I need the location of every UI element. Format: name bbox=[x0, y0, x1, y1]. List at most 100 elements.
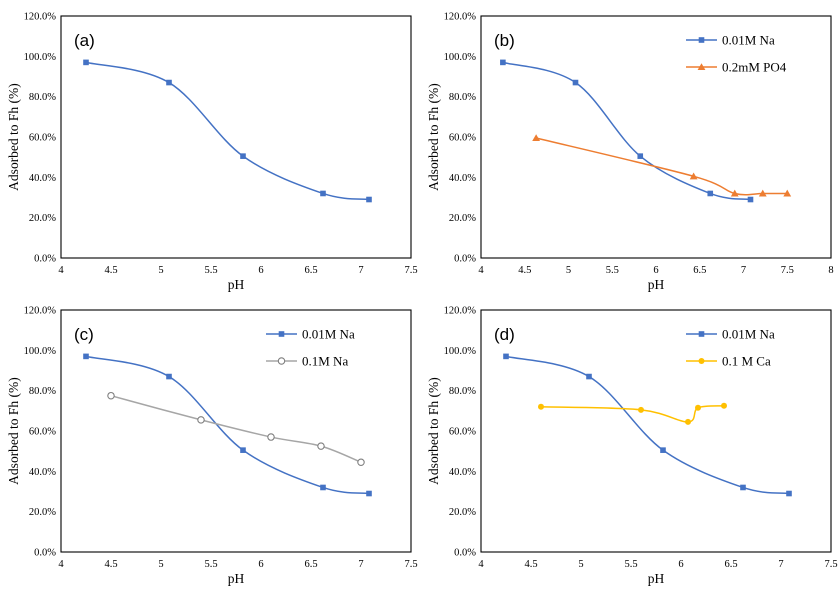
panel-b: 0.0% 20.0% 40.0% 60.0% 80.0% 100.0% 120.0% 4 4.5… bbox=[420, 0, 840, 294]
legend-label: 0.01M Na bbox=[722, 33, 775, 48]
y-tick-label: 60.0% bbox=[29, 427, 56, 438]
data-point-marker bbox=[197, 416, 205, 424]
y-tick-label: 80.0% bbox=[449, 386, 476, 397]
y-tick-label: 0.0% bbox=[454, 548, 476, 559]
legend-entry-0-1m-na: 0.1M Na bbox=[266, 354, 348, 369]
y-tick-label: 80.0% bbox=[29, 386, 56, 397]
y-tick-label: 60.0% bbox=[29, 133, 56, 144]
y-tick-label: 80.0% bbox=[29, 92, 56, 103]
chart-panel-c: 0.0% 20.0% 40.0% 60.0% 80.0% 100.0% 120.0% 4 4.5… bbox=[0, 294, 420, 588]
x-tick-label: 5 bbox=[158, 559, 163, 570]
series-line-0-2mm-po4 bbox=[535, 137, 788, 196]
y-tick-label: 0.0% bbox=[454, 254, 476, 265]
x-tick-label: 7 bbox=[358, 265, 363, 276]
y-tick-label: 40.0% bbox=[449, 173, 476, 184]
y-tick-label: 40.0% bbox=[449, 467, 476, 478]
data-point-marker bbox=[277, 357, 286, 365]
legend-label: 0.2mM PO4 bbox=[722, 60, 787, 75]
x-axis-label: pH bbox=[648, 571, 665, 586]
x-tick-label: 7.5 bbox=[824, 559, 837, 570]
data-point-marker bbox=[638, 406, 644, 413]
x-tick-label: 5 bbox=[566, 265, 571, 276]
y-tick-label: 120.0% bbox=[24, 12, 57, 23]
data-point-marker bbox=[689, 172, 698, 180]
legend-entry-0-1-m-ca: 0.1 M Ca bbox=[686, 354, 771, 369]
series-line-0-01m-na bbox=[502, 61, 752, 201]
x-tick-label: 7 bbox=[778, 559, 783, 570]
x-tick-label: 5.5 bbox=[204, 265, 217, 276]
data-point-marker bbox=[240, 447, 246, 453]
y-tick-label: 60.0% bbox=[449, 427, 476, 438]
panel-c: 0.0% 20.0% 40.0% 60.0% 80.0% 100.0% 120.0% 4 4.5… bbox=[0, 294, 420, 588]
data-point-marker bbox=[320, 484, 326, 491]
data-point-marker bbox=[697, 63, 706, 70]
x-tick-label: 8 bbox=[828, 265, 833, 276]
y-tick-label: 120.0% bbox=[444, 306, 477, 317]
y-tick-label: 100.0% bbox=[444, 52, 477, 63]
data-point-marker bbox=[83, 59, 89, 66]
x-tick-label: 5 bbox=[578, 559, 583, 570]
x-tick-label: 5 bbox=[158, 265, 163, 276]
data-point-marker bbox=[317, 442, 325, 450]
panel-letter: (a) bbox=[74, 31, 95, 50]
y-tick-label: 120.0% bbox=[444, 12, 477, 23]
data-point-marker bbox=[685, 418, 691, 425]
y-tick-label: 80.0% bbox=[449, 92, 476, 103]
data-point-marker bbox=[730, 189, 739, 197]
x-axis-label: pH bbox=[228, 571, 245, 586]
x-tick-label: 7.5 bbox=[781, 265, 794, 276]
data-point-marker bbox=[366, 490, 372, 497]
data-point-marker bbox=[698, 37, 705, 43]
plot-border bbox=[60, 309, 412, 553]
data-point-marker bbox=[786, 490, 792, 497]
data-point-marker bbox=[500, 59, 506, 66]
panel-letter: (b) bbox=[494, 31, 515, 50]
x-tick-label: 4 bbox=[58, 265, 64, 276]
legend-entry-0-01m-na: 0.01M Na bbox=[686, 33, 775, 48]
panel-letter: (d) bbox=[494, 325, 515, 344]
x-axis-label: pH bbox=[228, 277, 245, 292]
y-tick-label: 0.0% bbox=[34, 548, 56, 559]
plot-border bbox=[480, 309, 832, 553]
legend-entry-0-01m-na: 0.01M Na bbox=[266, 327, 355, 342]
data-point-marker bbox=[83, 353, 89, 360]
x-tick-label: 4.5 bbox=[518, 265, 531, 276]
y-axis-label: Adsorbed to Fh (%) bbox=[426, 83, 441, 191]
x-tick-label: 4.5 bbox=[104, 265, 117, 276]
data-point-marker bbox=[366, 196, 372, 203]
data-point-marker bbox=[278, 331, 285, 337]
legend-label: 0.1 M Ca bbox=[722, 354, 771, 369]
chart-panel-d: 0.0% 20.0% 40.0% 60.0% 80.0% 100.0% 120.0% 4 4.5… bbox=[420, 294, 840, 588]
data-point-marker bbox=[747, 196, 754, 203]
plot-border bbox=[480, 15, 832, 259]
x-tick-label: 6.5 bbox=[304, 265, 317, 276]
x-tick-label: 4 bbox=[478, 265, 484, 276]
y-tick-label: 100.0% bbox=[24, 52, 57, 63]
x-tick-label: 5.5 bbox=[624, 559, 637, 570]
x-tick-label: 6 bbox=[258, 559, 263, 570]
x-tick-label: 6 bbox=[258, 265, 263, 276]
data-point-marker bbox=[267, 433, 275, 441]
y-tick-label: 100.0% bbox=[444, 346, 477, 357]
data-point-marker bbox=[357, 458, 365, 467]
data-point-marker bbox=[758, 189, 767, 197]
series-line-0-01m-na bbox=[85, 355, 370, 495]
legend-label: 0.1M Na bbox=[302, 354, 348, 369]
legend-entry-0-2mm-po4: 0.2mM PO4 bbox=[686, 60, 787, 75]
legend-entry-0-01m-na: 0.01M Na bbox=[686, 327, 775, 342]
data-point-marker bbox=[166, 373, 172, 380]
data-point-marker bbox=[707, 190, 714, 197]
data-point-marker bbox=[740, 484, 746, 491]
x-tick-label: 7 bbox=[358, 559, 363, 570]
y-axis-label: Adsorbed to Fh (%) bbox=[6, 377, 21, 485]
data-point-marker bbox=[572, 79, 579, 86]
x-tick-label: 4.5 bbox=[104, 559, 117, 570]
panel-d: 0.0% 20.0% 40.0% 60.0% 80.0% 100.0% 120.0% 4 4.5… bbox=[420, 294, 840, 588]
x-tick-label: 7.5 bbox=[404, 559, 417, 570]
panel-a: 0.0% 20.0% 40.0% 60.0% 80.0% 100.0% 120.0% 4 4.5… bbox=[0, 0, 420, 294]
data-point-marker bbox=[721, 402, 727, 409]
x-tick-label: 6 bbox=[678, 559, 683, 570]
x-axis-label: pH bbox=[648, 277, 665, 292]
x-tick-label: 6.5 bbox=[304, 559, 317, 570]
